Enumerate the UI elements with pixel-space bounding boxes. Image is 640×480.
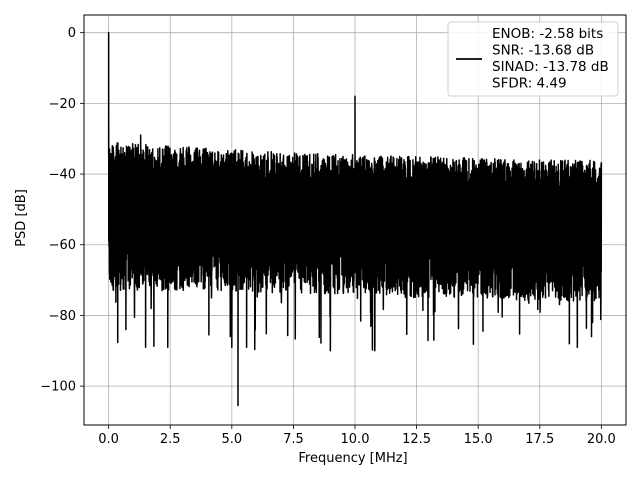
- legend-line: ENOB: -2.58 bits: [492, 26, 603, 42]
- legend-box: [447, 21, 619, 97]
- y-tick-label: −40: [49, 168, 76, 183]
- y-tick-label: −100: [40, 380, 76, 395]
- x-tick-label: 2.5: [160, 432, 181, 447]
- x-axis-ticks: 0.0 2.5 5.0 7.5 10.0 12.5 15.0 17.5 20.0: [98, 425, 616, 447]
- legend-line: SNR: -13.68 dB: [492, 43, 594, 59]
- x-tick-label: 10.0: [341, 432, 370, 447]
- x-tick-label: 15.0: [464, 432, 493, 447]
- legend-line: SINAD: -13.78 dB: [492, 59, 609, 75]
- x-axis-label: Frequency [MHz]: [298, 451, 407, 466]
- y-tick-label: −20: [49, 97, 76, 112]
- y-tick-label: −80: [49, 309, 76, 324]
- x-tick-label: 0.0: [98, 432, 119, 447]
- y-tick-label: −60: [49, 238, 76, 253]
- y-tick-label: 0: [68, 26, 76, 41]
- psd-trace: [107, 31, 603, 407]
- x-tick-label: 7.5: [283, 432, 304, 447]
- x-tick-label: 17.5: [525, 432, 554, 447]
- x-tick-label: 5.0: [221, 432, 242, 447]
- legend-line: SFDR: 4.49: [492, 76, 567, 92]
- legend-entry: ENOB: -2.58 bits SNR: -13.68 dB SINAD: -13…: [492, 26, 609, 92]
- x-tick-label: 20.0: [587, 432, 616, 447]
- psd-series: [107, 31, 603, 407]
- y-axis-ticks: 0 −20 −40 −60 −80 −100: [40, 26, 84, 395]
- legend: ENOB: -2.58 bits SNR: -13.68 dB SINAD: -13…: [447, 21, 619, 97]
- y-axis-label: PSD [dB]: [14, 189, 29, 247]
- x-tick-label: 12.5: [402, 432, 431, 447]
